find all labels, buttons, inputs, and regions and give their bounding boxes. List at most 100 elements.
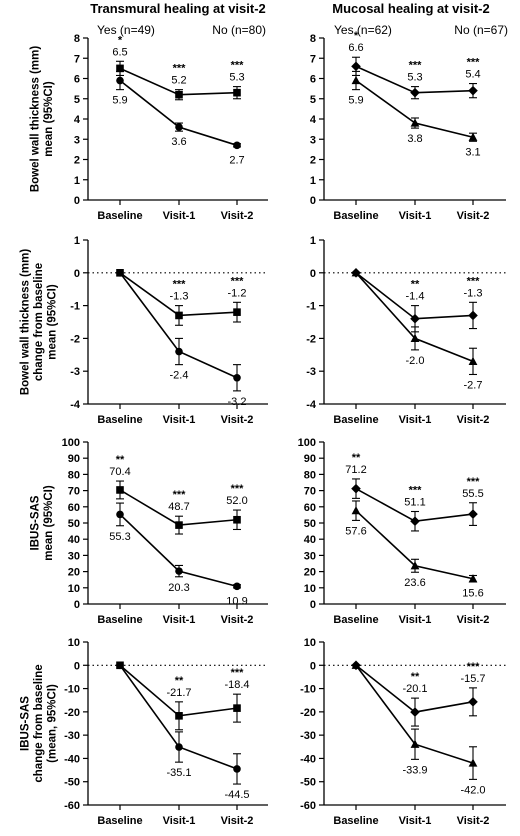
data-label: -1.3 [464, 287, 483, 299]
series-diamond: 71.2 51.1 55.5 [345, 464, 484, 532]
data-label: -42.0 [460, 784, 485, 796]
square-marker [175, 311, 183, 320]
legend-no-mucosal: No (n=67) [454, 23, 508, 37]
diamond-marker [468, 509, 478, 519]
y-tick-label: -50 [64, 777, 80, 789]
x-category-label: Visit-1 [399, 614, 432, 626]
x-category-label: Visit-1 [163, 614, 196, 626]
diamond-marker [468, 85, 478, 96]
significance-marker: ** [175, 675, 184, 687]
y-axis-label: IBUS-SAS [29, 495, 41, 550]
y-tick-label: 100 [298, 437, 316, 449]
y-tick-label: 0 [310, 599, 316, 611]
y-tick-label: 50 [304, 518, 316, 530]
y-tick-label: -20 [64, 707, 80, 719]
series-circle: -2.4 -3.2 [116, 269, 246, 408]
triangle-marker [351, 660, 361, 669]
data-label: -2.4 [170, 370, 189, 382]
y-tick-label: 0 [310, 660, 316, 672]
x-category-label: Visit-1 [163, 815, 196, 827]
panel-r2-c1: 0 10 20 30 40 50 60 70 80 90 100 Baseline Visit-1 Vis… [298, 437, 506, 626]
triangle-marker [351, 506, 361, 515]
y-tick-label: 4 [310, 114, 317, 126]
y-tick-label: 3 [310, 134, 316, 146]
column-title-mucosal: Mucosal healing at visit-2 [332, 1, 490, 16]
y-tick-label: 20 [304, 567, 316, 579]
significance-marker: *** [231, 60, 245, 72]
y-tick-label: 0 [74, 195, 80, 207]
series-circle: 55.3 20.3 10.9 [109, 502, 248, 607]
y-tick-label: 70 [304, 486, 316, 498]
diamond-marker [351, 61, 361, 72]
square-marker [175, 712, 183, 720]
x-category-label: Visit-1 [399, 815, 432, 827]
data-label: -21.7 [166, 687, 191, 699]
significance-marker: *** [173, 63, 187, 75]
y-tick-label: -10 [64, 684, 80, 696]
diamond-marker [410, 707, 420, 717]
data-label: 5.2 [171, 75, 186, 87]
y-axis-label: IBUS-SAS [20, 696, 32, 751]
data-label: 48.7 [168, 501, 189, 513]
data-label: -1.2 [228, 287, 247, 299]
square-marker [175, 90, 183, 99]
diamond-marker [468, 310, 478, 321]
significance-marker: ** [411, 279, 420, 291]
y-tick-label: 5 [310, 94, 316, 106]
x-category-label: Baseline [333, 210, 378, 222]
y-tick-label: 20 [68, 567, 80, 579]
y-tick-label: 10 [304, 637, 316, 649]
circle-marker [233, 582, 241, 591]
data-label: 5.4 [465, 69, 480, 81]
x-category-label: Visit-2 [457, 414, 490, 426]
square-marker [233, 515, 241, 524]
panel-r2-c0: 0 10 20 30 40 50 60 70 80 90 100 Baseline Visit-1 Vis… [29, 437, 268, 626]
y-tick-label: 1 [74, 175, 80, 187]
y-tick-label: -1 [306, 301, 316, 313]
significance-marker: *** [173, 489, 187, 501]
y-axis-label: mean (95%CI) [47, 284, 59, 360]
panel-r1-c1: -4 -3 -2 -1 0 1 Baseline Visit-1 Visit-2 -1.4 -1.3… [306, 235, 506, 426]
triangle-marker [468, 132, 478, 141]
series-square: -1.3 -1.2 [116, 269, 247, 326]
legend-yes-transmural: Yes (n=49) [97, 23, 155, 37]
data-label: -15.7 [460, 673, 485, 685]
x-category-label: Baseline [333, 414, 378, 426]
significance-marker: ** [352, 452, 361, 464]
square-marker [233, 88, 241, 97]
panel-r3-c0: -60 -50 -40 -30 -20 -10 0 10 Baseline Visit-1 Visi… [20, 637, 268, 827]
circle-marker [175, 347, 183, 356]
y-tick-label: 3 [74, 134, 80, 146]
y-tick-label: 1 [310, 175, 316, 187]
y-tick-label: 30 [68, 550, 80, 562]
y-tick-label: 2 [74, 155, 80, 167]
significance-marker: *** [231, 667, 245, 679]
data-label: 5.9 [112, 95, 127, 107]
y-tick-label: 0 [74, 599, 80, 611]
diamond-marker [410, 516, 420, 527]
y-tick-label: 0 [74, 268, 80, 280]
panel-r1-c0: -4 -3 -2 -1 0 1 Baseline Visit-1 Visit-2 Bowel wa… [20, 235, 268, 426]
data-label: 3.8 [407, 133, 422, 145]
y-tick-label: 30 [304, 550, 316, 562]
y-tick-label: -30 [300, 730, 316, 742]
y-tick-label: 50 [68, 518, 80, 530]
circle-marker [116, 661, 124, 670]
x-category-label: Baseline [97, 414, 142, 426]
y-tick-label: 6 [310, 74, 316, 86]
x-category-label: Visit-2 [457, 210, 490, 222]
y-tick-label: 4 [74, 114, 81, 126]
data-label: 20.3 [168, 582, 189, 594]
legend-no-transmural: No (n=80) [212, 23, 266, 37]
square-marker [175, 521, 183, 529]
y-tick-label: -50 [300, 777, 316, 789]
series-diamond: 6.6 5.3 5.4 [348, 42, 481, 100]
series-triangle: -33.9 -42.0 [351, 660, 486, 796]
series-triangle: 5.9 3.8 3.1 [348, 70, 481, 158]
circle-marker [233, 765, 241, 773]
y-tick-label: 8 [74, 33, 80, 45]
column-title-transmural: Transmural healing at visit-2 [90, 1, 266, 16]
significance-marker: * [354, 30, 359, 42]
y-tick-label: 1 [74, 235, 80, 247]
data-label: -35.1 [166, 767, 191, 779]
